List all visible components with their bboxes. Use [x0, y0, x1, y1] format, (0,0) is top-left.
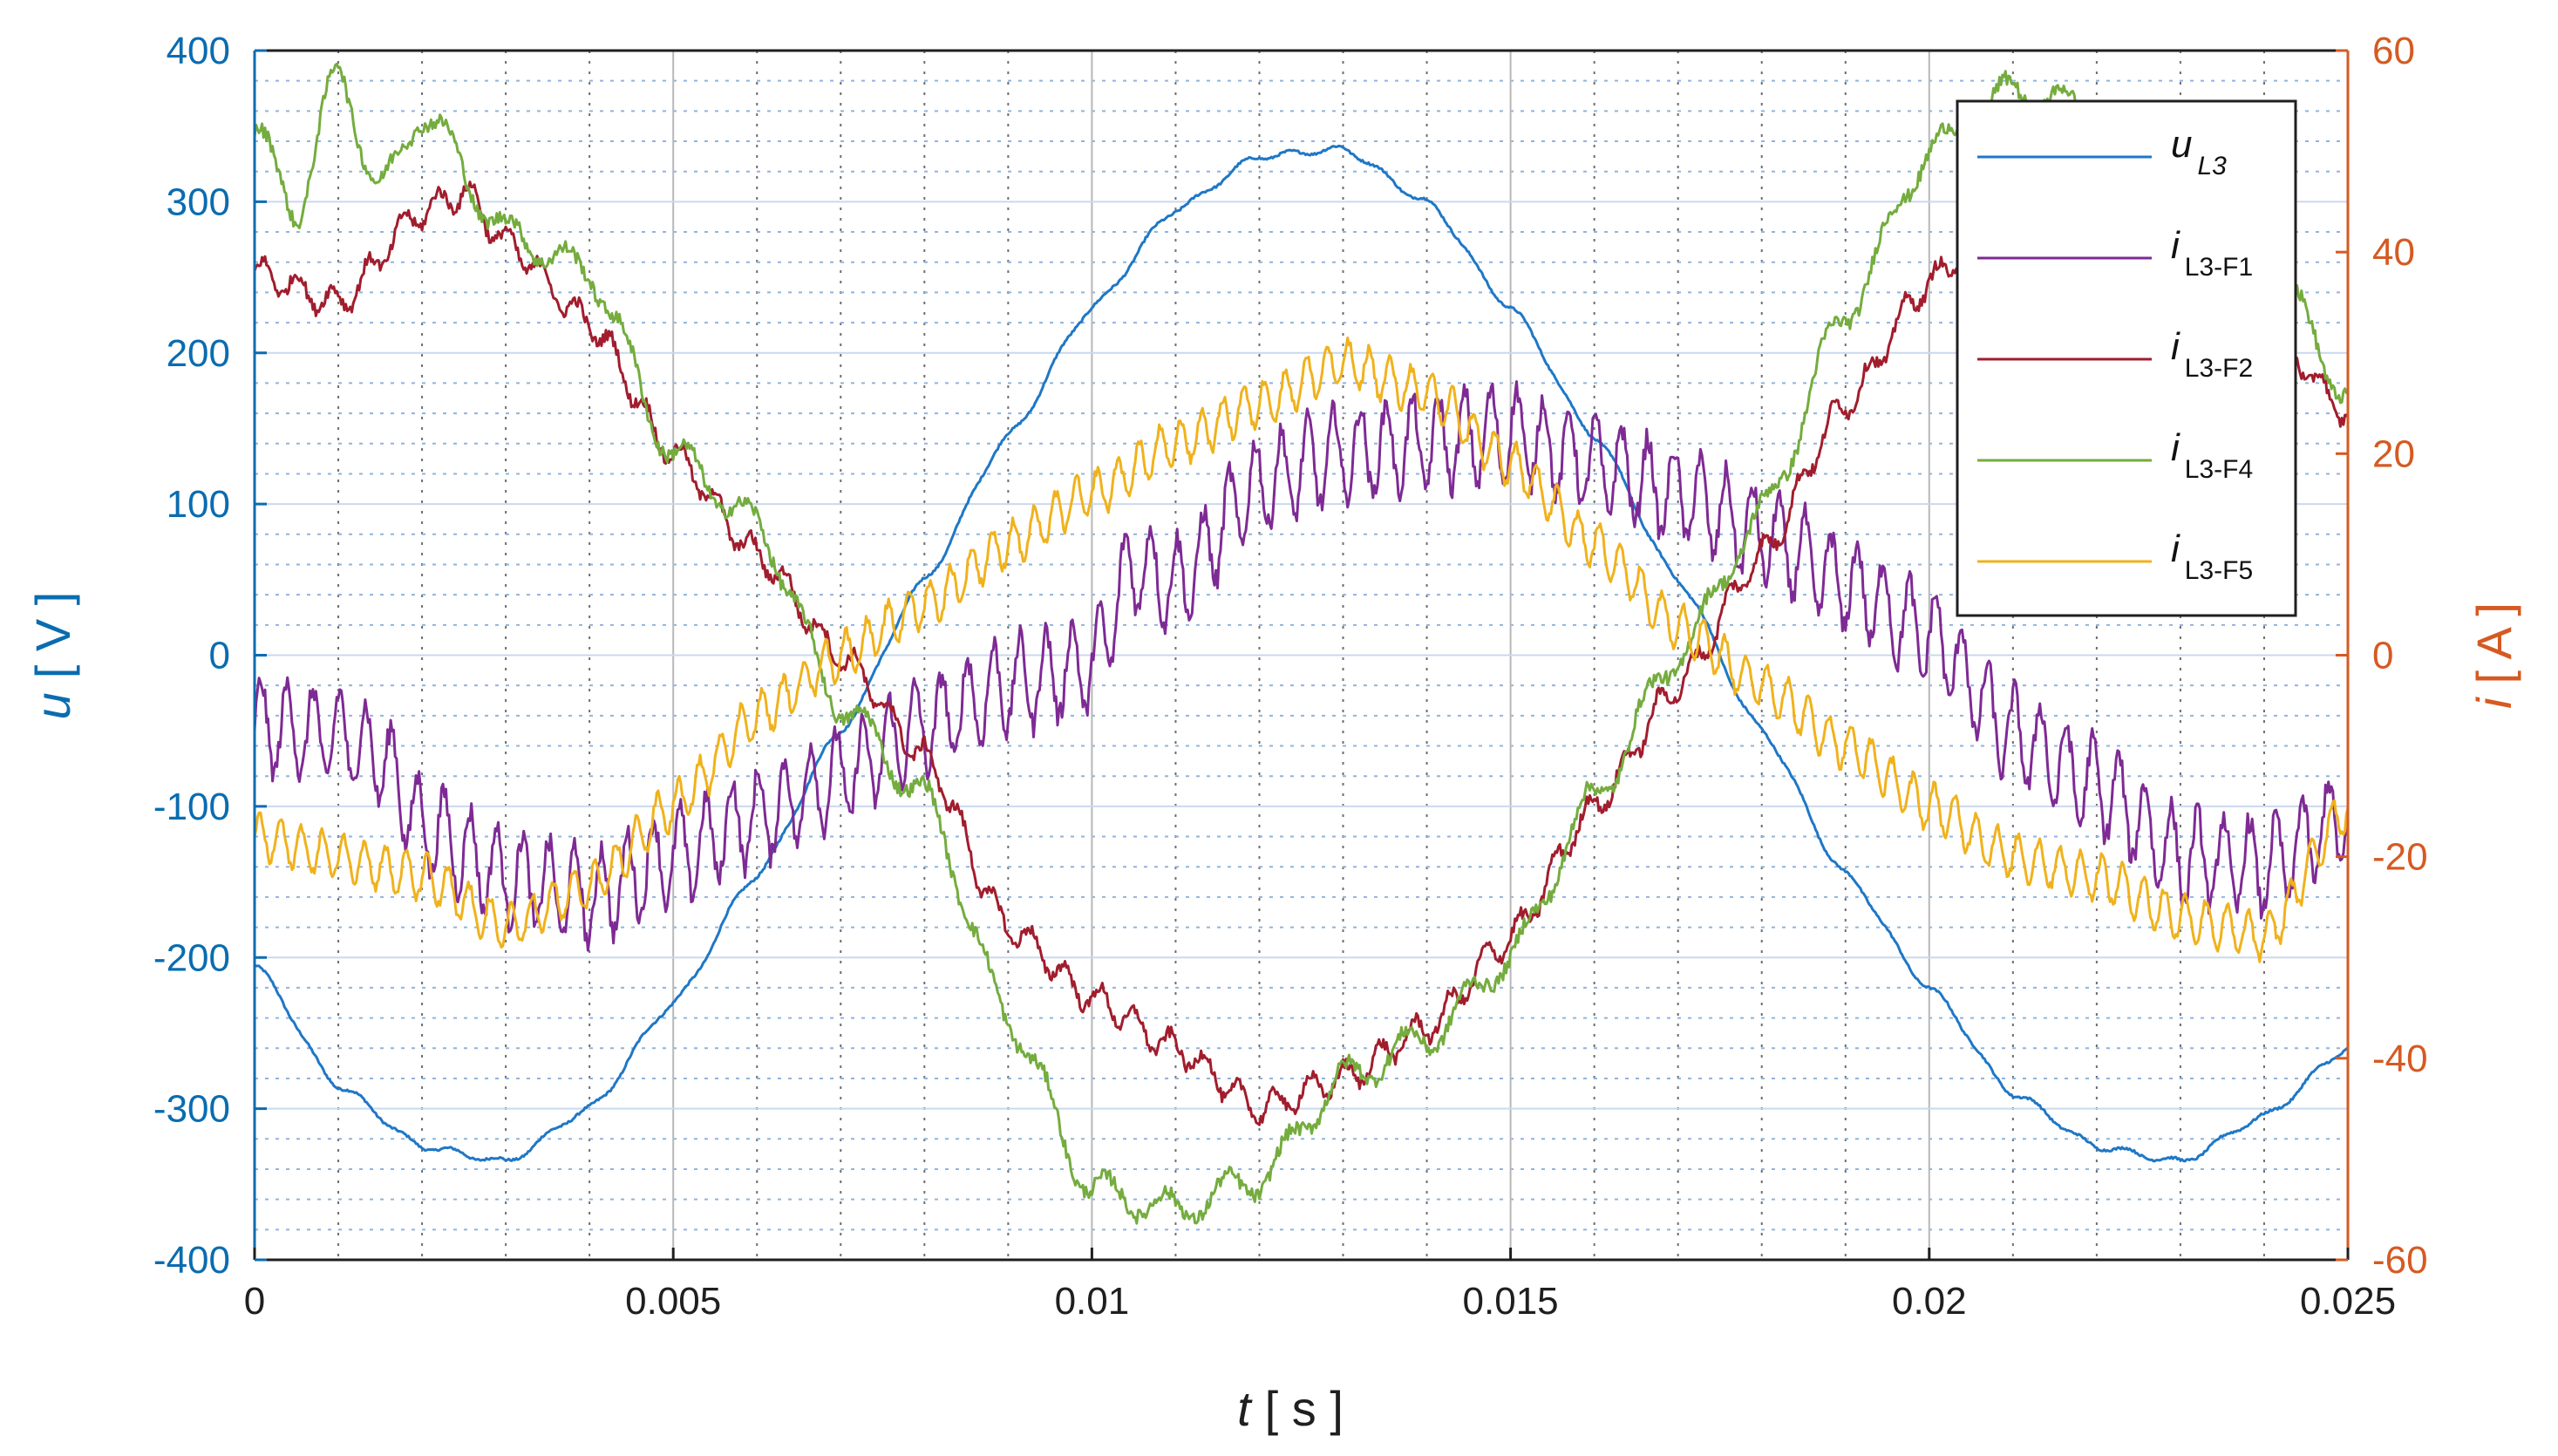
left-tick-label: 0 [209, 635, 230, 677]
right-tick-label: 60 [2372, 30, 2415, 72]
left-tick-label: -300 [153, 1088, 230, 1131]
x-axis-var: t [1237, 1381, 1253, 1436]
right-tick-label: 20 [2372, 432, 2415, 475]
axes [253, 49, 2350, 1262]
left-tick-label: -400 [153, 1239, 230, 1282]
left-axis-var: u [25, 692, 80, 719]
x-tick-label: 0.015 [1463, 1280, 1559, 1323]
legend-label-i-L3-F2: iL3-F2 [2171, 325, 2253, 383]
right-tick-label: 40 [2372, 231, 2415, 274]
series-line-u-l3 [254, 144, 2349, 1163]
right-tick-label: -60 [2372, 1239, 2428, 1282]
legend-label-u-L3: uL3 [2171, 123, 2227, 180]
left-tick-label: 100 [167, 483, 230, 526]
left-tick-label: -200 [153, 936, 230, 979]
x-axis-unit: [ s ] [1265, 1381, 1344, 1436]
right-tick-label: -40 [2372, 1038, 2428, 1080]
legend-label-i-L3-F4: iL3-F4 [2171, 426, 2253, 484]
right-axis-title: i [ A ] [2466, 602, 2521, 709]
right-axis-unit: [ A ] [2466, 602, 2521, 684]
right-tick-label: -20 [2372, 836, 2428, 879]
x-tick-label: 0.005 [625, 1280, 721, 1323]
left-tick-label: 400 [167, 30, 230, 72]
x-tick-label: 0 [244, 1280, 265, 1323]
x-axis-title: t[ s ] [1237, 1381, 1344, 1436]
tick-labels: 0 0.005 0.01 0.015 0.02 0.025-400-300-200-100… [153, 30, 2428, 1323]
x-tick-label: 0.02 [1892, 1280, 1967, 1323]
series-line-i-l3-f5 [253, 337, 2350, 963]
x-tick-label: 0.01 [1055, 1280, 1130, 1323]
series-line-i-l3-f1 [253, 380, 2350, 952]
left-tick-label: 300 [167, 180, 230, 223]
legend: uL3 iL3-F1 iL3-F2 iL3-F4 iL3-F5 [1956, 99, 2297, 617]
legend-label-i-L3-F1: iL3-F1 [2171, 224, 2253, 282]
x-tick-label: 0.025 [2300, 1280, 2396, 1323]
right-axis-var: i [2466, 697, 2521, 709]
series-line-i-l3-f4 [253, 62, 2350, 1225]
left-tick-label: -100 [153, 786, 230, 828]
left-axis-title: u [ V ] [25, 592, 80, 720]
left-axis-unit: [ V ] [25, 592, 80, 679]
left-tick-label: 200 [167, 332, 230, 375]
legend-label-i-L3-F5: iL3-F5 [2171, 527, 2253, 585]
right-tick-label: 0 [2372, 635, 2393, 677]
